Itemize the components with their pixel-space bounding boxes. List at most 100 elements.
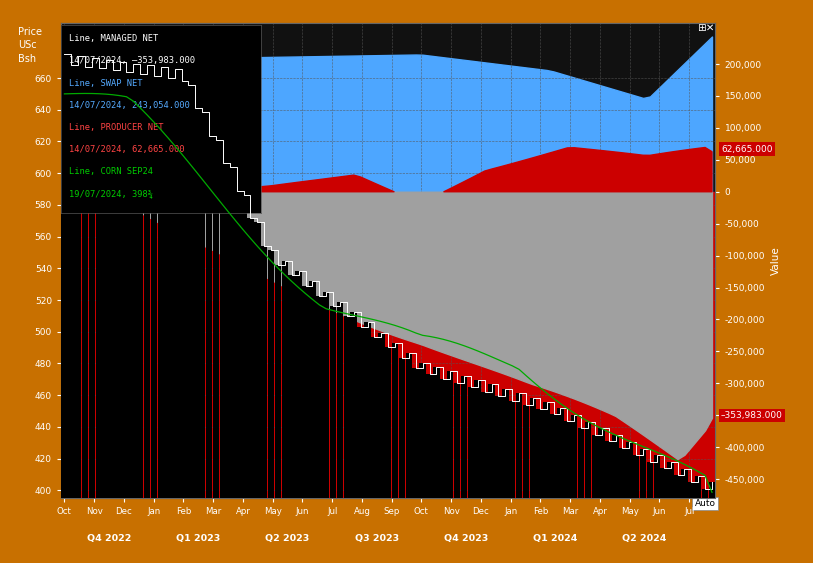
Bar (612, 435, 619, 498)
Bar (358, 327, 364, 498)
Bar (164, 78, 171, 498)
Bar (61, 54, 67, 498)
Bar (323, 292, 329, 498)
Bar (123, 72, 130, 498)
Text: Auto: Auto (694, 499, 715, 508)
Bar (447, 372, 454, 498)
Bar (640, 449, 646, 498)
Bar (130, 64, 137, 498)
Bar (620, 448, 626, 498)
Bar (102, 60, 109, 498)
Bar (68, 65, 75, 498)
Bar (454, 383, 460, 498)
Bar (96, 69, 102, 498)
Bar (502, 389, 509, 498)
Text: Q1 2023: Q1 2023 (176, 534, 220, 543)
Bar (537, 409, 543, 498)
Bar (571, 415, 577, 498)
Text: Q4 2023: Q4 2023 (444, 534, 488, 543)
Bar (137, 74, 143, 498)
Text: 62,665.000: 62,665.000 (721, 145, 772, 154)
Bar (667, 462, 674, 498)
Bar (150, 76, 157, 498)
Bar (440, 379, 446, 498)
Bar (688, 482, 694, 498)
Bar (543, 402, 550, 498)
Bar (316, 296, 323, 498)
Bar (392, 343, 398, 498)
Text: –353,983.000: –353,983.000 (721, 411, 783, 420)
Bar (433, 367, 440, 498)
Bar (254, 222, 261, 498)
Bar (61, 192, 715, 498)
Bar (398, 358, 405, 498)
Text: ⊞✕: ⊞✕ (698, 23, 715, 33)
Bar (302, 285, 309, 498)
Bar (709, 482, 715, 498)
Bar (233, 191, 240, 498)
Bar (330, 306, 337, 498)
Bar (674, 475, 680, 498)
Bar (295, 271, 302, 498)
Bar (509, 400, 515, 498)
Bar (178, 81, 185, 498)
Bar (89, 58, 95, 498)
Bar (220, 163, 226, 498)
Bar (695, 476, 702, 498)
Bar (475, 380, 481, 498)
Bar (426, 374, 433, 498)
Text: Q1 2024: Q1 2024 (533, 534, 577, 543)
Bar (350, 312, 357, 498)
Bar (281, 261, 288, 498)
Bar (213, 140, 220, 498)
Bar (289, 275, 295, 498)
Bar (192, 108, 198, 498)
Text: Q2 2024: Q2 2024 (622, 534, 667, 543)
Bar (372, 337, 378, 498)
Bar (199, 113, 206, 498)
Bar (481, 392, 488, 498)
Bar (378, 333, 385, 498)
Text: 1/8: 1/8 (63, 484, 77, 493)
Bar (158, 68, 164, 498)
Bar (185, 85, 192, 498)
Bar (247, 218, 254, 498)
Bar (529, 397, 536, 498)
Text: Q4 2022: Q4 2022 (87, 534, 131, 543)
Bar (241, 195, 247, 498)
Bar (420, 363, 426, 498)
Bar (626, 442, 633, 498)
Bar (364, 323, 371, 498)
Bar (702, 489, 708, 498)
Bar (564, 421, 571, 498)
Bar (467, 387, 474, 498)
Text: Q3 2023: Q3 2023 (354, 534, 399, 543)
Bar (495, 396, 502, 498)
Bar (585, 422, 591, 498)
Bar (489, 385, 495, 498)
Bar (598, 428, 605, 498)
Y-axis label: Value: Value (771, 246, 780, 275)
Bar (82, 66, 89, 498)
Bar (412, 368, 419, 498)
Bar (261, 245, 267, 498)
Bar (550, 414, 557, 498)
Bar (523, 405, 529, 498)
Text: Q2 2023: Q2 2023 (265, 534, 310, 543)
Bar (75, 56, 81, 498)
Bar (461, 376, 467, 498)
Bar (309, 282, 315, 498)
Bar (606, 441, 612, 498)
Bar (110, 70, 116, 498)
Bar (275, 265, 281, 498)
Text: Price
USc
Bsh: Price USc Bsh (19, 27, 42, 64)
Bar (578, 428, 585, 498)
Bar (557, 408, 563, 498)
Bar (654, 455, 660, 498)
Bar (344, 316, 350, 498)
Bar (206, 136, 212, 498)
Bar (646, 462, 654, 498)
Bar (633, 455, 640, 498)
Bar (592, 435, 598, 498)
Bar (515, 393, 523, 498)
